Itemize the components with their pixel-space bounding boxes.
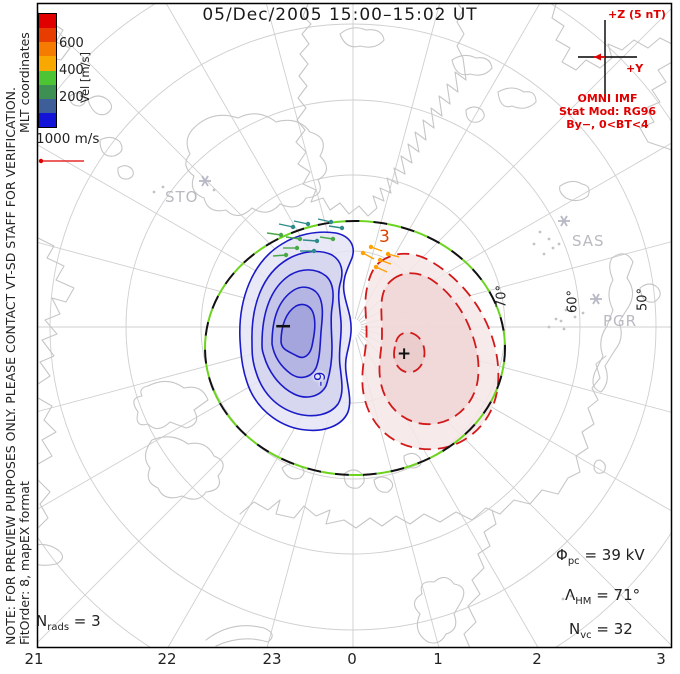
lat-label-60: 60° (565, 289, 581, 314)
imf-model: Stat Mod: RG96 (558, 105, 657, 118)
station-label-sas: SAS (572, 232, 605, 250)
negative-contour-label: -9 (311, 371, 329, 387)
fit-order-note: FitOrder: 8, mapEX format (17, 481, 32, 645)
imf-conditions: By−, 0<BT<4 (566, 118, 649, 131)
imf-vector-arrow (594, 53, 605, 61)
colorbar-segment (39, 112, 56, 127)
positive-contour-label: 3 (379, 227, 390, 247)
colorbar-segment (39, 14, 56, 29)
colorbar-segments (39, 14, 56, 127)
lat-label-70: 70° (494, 284, 510, 309)
colorbar-tick-400: 400 (59, 63, 84, 78)
preview-disclaimer-note: NOTE: FOR PREVIEW PURPOSES ONLY. PLEASE … (3, 87, 18, 645)
stat-phi-pc: Φpc = 39 kV (556, 546, 645, 567)
velocity-colorbar (38, 13, 57, 128)
station-label-sto: STO (165, 188, 199, 206)
imf-z-label: +Z (5 nT) (608, 8, 666, 21)
mlt-label-21: 21 (24, 650, 44, 668)
stat-n-vc: Nvc = 32 (569, 620, 633, 641)
colorbar-segment (39, 28, 56, 43)
scale-vector-arrow (38, 158, 84, 164)
colorbar-segment (39, 56, 56, 71)
colorbar-tick-200: 200 (59, 90, 84, 105)
negative-cell-sign: − (274, 314, 293, 339)
colorbar-tick-600: 600 (59, 36, 84, 51)
station-markers (199, 175, 602, 305)
plot-title: 05/Dec/2005 15:00–15:02 UT (202, 5, 478, 25)
scale-vector-label: 1000 m/s (36, 131, 100, 147)
station-marker-pgr (590, 293, 602, 305)
mlt-label-0: 0 (347, 650, 357, 668)
negative-potential-cell (239, 231, 354, 432)
stat-lambda-hm: ΛHM = 71° (565, 586, 641, 607)
colorbar-segment (39, 42, 56, 57)
colorbar-label: Vel [m/s] (78, 52, 92, 103)
hm-boundary (204, 220, 506, 476)
station-marker-sto (199, 175, 211, 187)
mlt-label-22: 22 (157, 650, 177, 668)
colorbar-segment (39, 98, 56, 113)
imf-source: OMNI IMF (577, 92, 638, 105)
station-label-pgr: PGR (603, 312, 638, 330)
mlt-label-2: 2 (532, 650, 542, 668)
imf-info-block: OMNI IMF Stat Mod: RG96 By−, 0<BT<4 (530, 92, 680, 131)
velocity-vectors (266, 218, 400, 273)
imf-dial (578, 20, 637, 96)
positive-potential-cell (361, 252, 500, 451)
mlt-label-1: 1 (433, 650, 443, 668)
mlt-label-23: 23 (262, 650, 282, 668)
stat-n-rads: Nrads = 3 (36, 612, 101, 633)
imf-y-label: +Y (626, 62, 644, 75)
colorbar-segment (39, 84, 56, 99)
radar-echo-dots (152, 185, 585, 601)
lat-label-50: 50° (635, 287, 651, 312)
mlt-label-3: 3 (656, 650, 666, 668)
positive-cell-sign: + (397, 344, 412, 364)
plot-border (36, 2, 673, 649)
coordinates-note: MLT coordinates (17, 32, 32, 133)
colorbar-segment (39, 70, 56, 85)
station-marker-sas (558, 215, 570, 227)
